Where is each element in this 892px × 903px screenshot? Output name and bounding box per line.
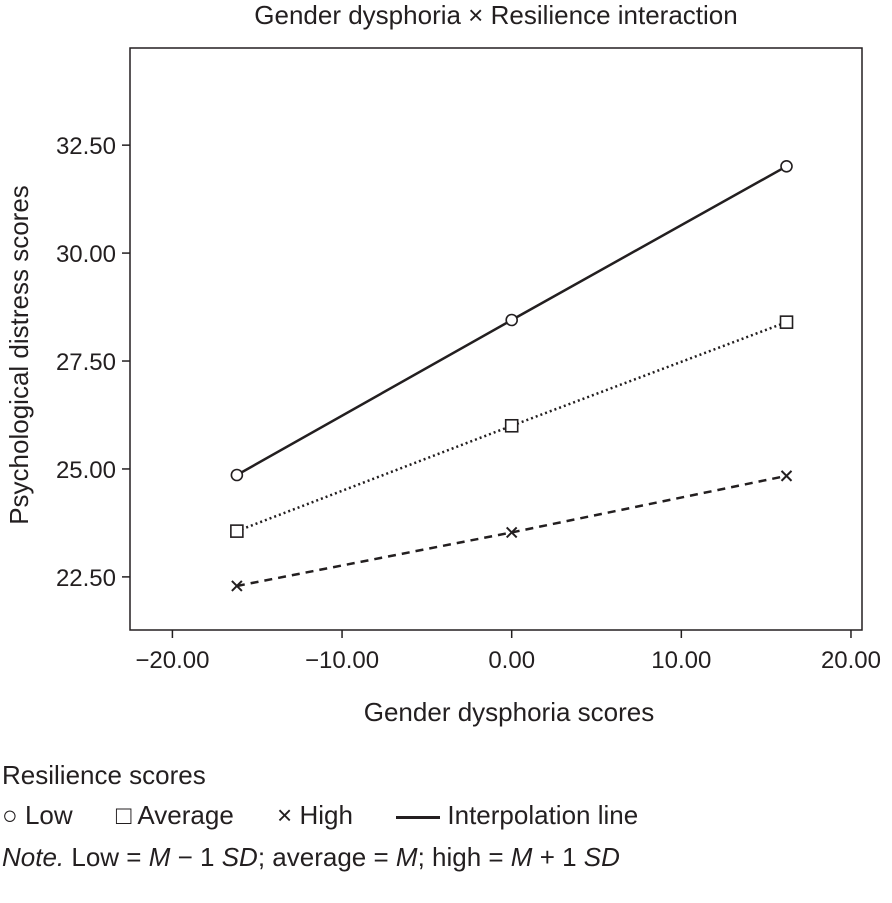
circle-marker-icon: ○: [2, 800, 18, 830]
legend-average-label: Average: [137, 800, 234, 830]
note-text: + 1: [532, 842, 584, 872]
data-point-average: [504, 418, 519, 433]
legend: Resilience scores: [2, 760, 206, 791]
data-point-average: [230, 524, 244, 538]
legend-items: ○ Low □ Average × High Interpolation lin…: [2, 800, 638, 831]
x-tick-label: 20.00: [821, 647, 881, 674]
note-text: ; average =: [257, 842, 396, 872]
y-tick-label: 25.00: [56, 457, 116, 484]
chart-title: Gender dysphoria × Resilience interactio…: [254, 0, 737, 30]
legend-low: ○ Low: [2, 800, 73, 830]
x-tick-label: −10.00: [305, 647, 379, 674]
series-line-average: [236, 320, 787, 533]
y-tick-label: 30.00: [56, 241, 116, 268]
note-text: − 1: [170, 842, 222, 872]
data-point-average: [779, 315, 794, 329]
data-point-low: [230, 468, 244, 482]
y-tick-label: 27.50: [56, 349, 116, 376]
y-tick-label: 32.50: [56, 133, 116, 160]
data-point-high: [780, 470, 793, 482]
data-point-high: [231, 580, 243, 592]
note-text: ; high =: [417, 842, 511, 872]
x-tick-label: 0.00: [488, 647, 535, 674]
legend-high: × High: [277, 800, 353, 830]
data-point-low: [505, 313, 518, 327]
legend-line: Interpolation line: [396, 800, 638, 830]
note-text: M: [148, 842, 171, 872]
series-line-high: [236, 474, 787, 588]
note: Note. Low = M − 1 SD; average = M; high …: [2, 842, 620, 873]
note-text: M: [510, 842, 533, 872]
note-text: SD: [221, 842, 258, 872]
legend-high-label: High: [299, 800, 353, 830]
plot-frame: [129, 47, 863, 631]
y-axis-label: Psychological distress scores: [4, 185, 34, 525]
note-prefix: Note.: [2, 842, 65, 872]
x-axis-label: Gender dysphoria scores: [364, 697, 654, 727]
solid-line-icon: [396, 815, 441, 819]
y-tick-label: 22.50: [56, 565, 116, 592]
data-point-low: [780, 159, 793, 173]
legend-average: □ Average: [116, 800, 234, 830]
x-tick-label: −20.00: [135, 647, 209, 674]
legend-low-label: Low: [24, 800, 73, 830]
legend-line-label: Interpolation line: [447, 800, 639, 830]
note-text: Low =: [64, 842, 149, 872]
data-point-high: [505, 526, 518, 539]
note-text: SD: [583, 842, 620, 872]
note-text: M: [395, 842, 418, 872]
legend-title: Resilience scores: [2, 760, 206, 790]
square-marker-icon: □: [115, 800, 132, 830]
x-marker-icon: ×: [277, 800, 293, 830]
x-tick-label: 10.00: [651, 647, 711, 674]
